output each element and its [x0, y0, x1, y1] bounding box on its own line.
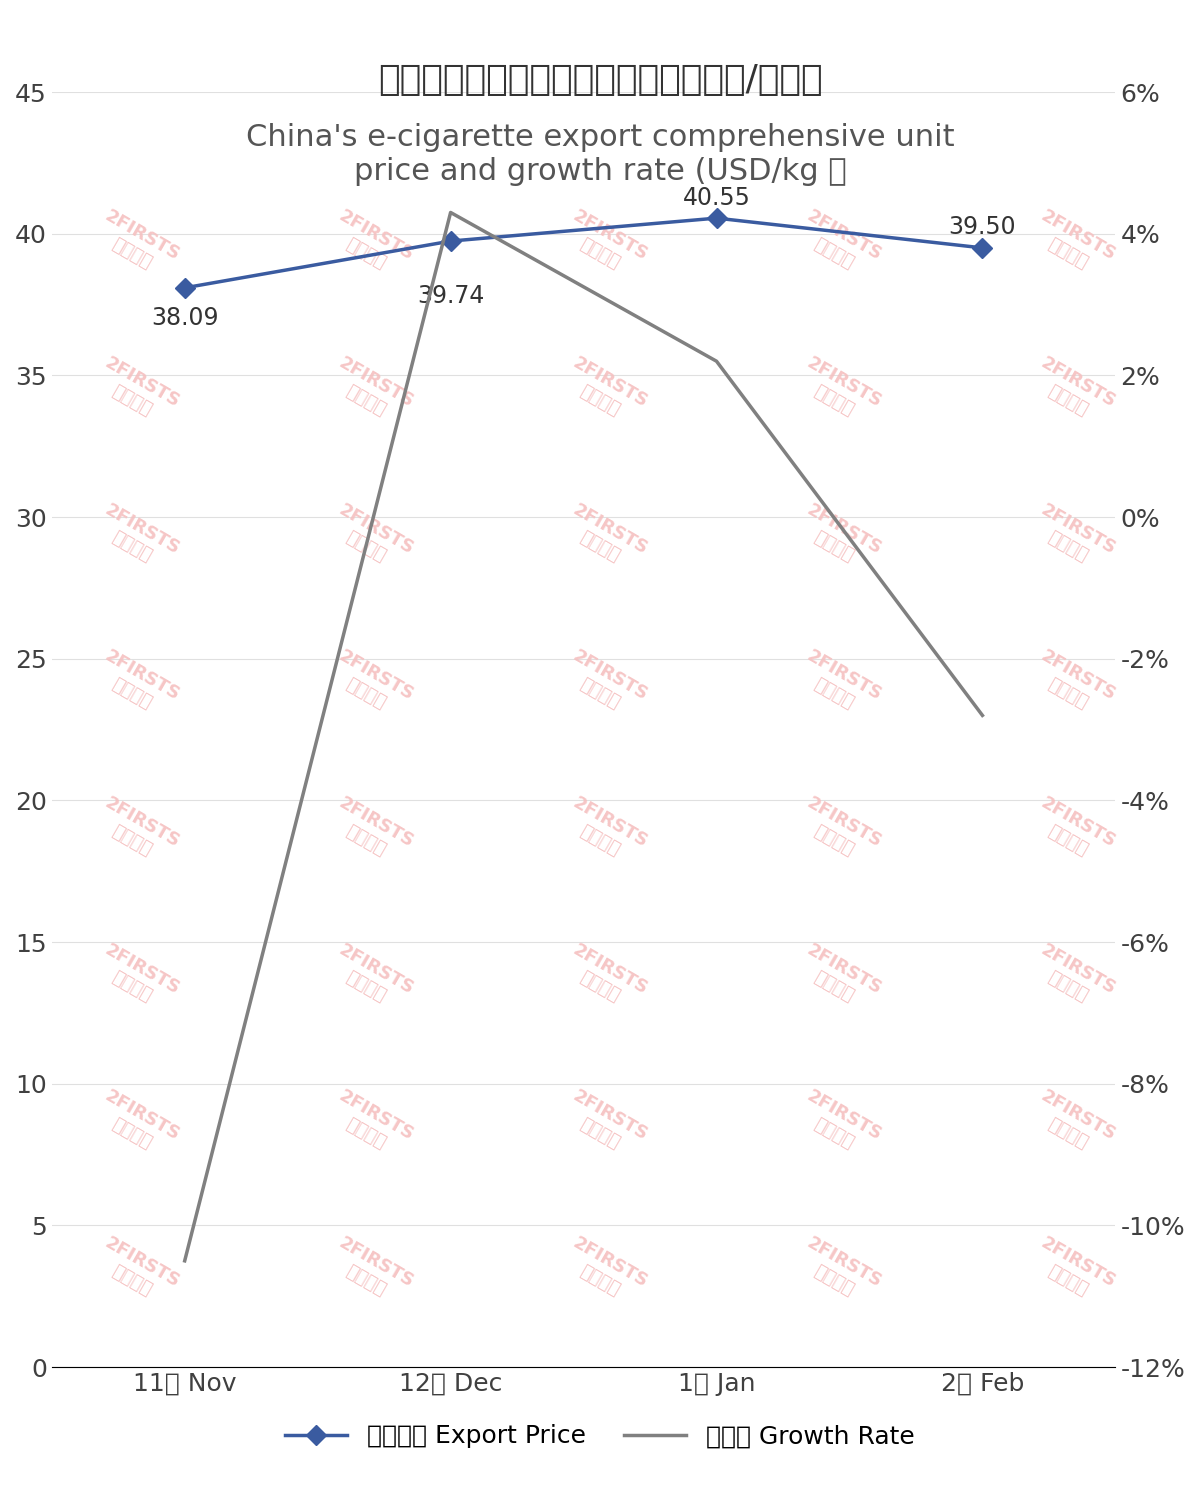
Text: 2FIRSTS
商个至上: 2FIRSTS 商个至上 [91, 1087, 182, 1162]
Text: 2FIRSTS
商个至上: 2FIRSTS 商个至上 [1027, 941, 1118, 1016]
Text: 2FIRSTS
商个至上: 2FIRSTS 商个至上 [325, 647, 416, 722]
Text: 2FIRSTS
商个至上: 2FIRSTS 商个至上 [793, 794, 884, 869]
Text: 2FIRSTS
商个至上: 2FIRSTS 商个至上 [1027, 794, 1118, 869]
Text: 2FIRSTS
商个至上: 2FIRSTS 商个至上 [325, 941, 416, 1016]
Text: 2FIRSTS
商个至上: 2FIRSTS 商个至上 [793, 1087, 884, 1162]
Text: 2FIRSTS
商个至上: 2FIRSTS 商个至上 [91, 1234, 182, 1309]
Text: 2FIRSTS
商个至上: 2FIRSTS 商个至上 [91, 207, 182, 282]
Text: 2FIRSTS
商个至上: 2FIRSTS 商个至上 [91, 941, 182, 1016]
Text: China's e-cigarette export comprehensive unit
price and growth rate (USD/kg ）: China's e-cigarette export comprehensive… [246, 123, 954, 186]
Text: 2FIRSTS
商个至上: 2FIRSTS 商个至上 [559, 941, 650, 1016]
Text: 2FIRSTS
商个至上: 2FIRSTS 商个至上 [325, 354, 416, 429]
Text: 40.55: 40.55 [683, 186, 750, 210]
Text: 2FIRSTS
商个至上: 2FIRSTS 商个至上 [559, 1087, 650, 1162]
Text: 2FIRSTS
商个至上: 2FIRSTS 商个至上 [325, 794, 416, 869]
Text: 2FIRSTS
商个至上: 2FIRSTS 商个至上 [1027, 1234, 1118, 1309]
Text: 2FIRSTS
商个至上: 2FIRSTS 商个至上 [91, 501, 182, 576]
Text: 39.50: 39.50 [949, 215, 1016, 239]
Text: 2FIRSTS
商个至上: 2FIRSTS 商个至上 [793, 207, 884, 282]
Text: 2FIRSTS
商个至上: 2FIRSTS 商个至上 [325, 207, 416, 282]
Text: 2FIRSTS
商个至上: 2FIRSTS 商个至上 [1027, 354, 1118, 429]
Text: 中国电子烟出口综合单价及增速（美元/千克）: 中国电子烟出口综合单价及增速（美元/千克） [378, 63, 822, 98]
Text: 2FIRSTS
商个至上: 2FIRSTS 商个至上 [325, 501, 416, 576]
Text: 2FIRSTS
商个至上: 2FIRSTS 商个至上 [559, 794, 650, 869]
Text: 38.09: 38.09 [151, 306, 218, 330]
Text: 2FIRSTS
商个至上: 2FIRSTS 商个至上 [559, 501, 650, 576]
Text: 2FIRSTS
商个至上: 2FIRSTS 商个至上 [1027, 1087, 1118, 1162]
Text: 2FIRSTS
商个至上: 2FIRSTS 商个至上 [793, 501, 884, 576]
Text: 2FIRSTS
商个至上: 2FIRSTS 商个至上 [1027, 647, 1118, 722]
Text: 2FIRSTS
商个至上: 2FIRSTS 商个至上 [91, 794, 182, 869]
Text: 2FIRSTS
商个至上: 2FIRSTS 商个至上 [793, 354, 884, 429]
Text: 39.74: 39.74 [416, 284, 485, 308]
Text: 2FIRSTS
商个至上: 2FIRSTS 商个至上 [793, 1234, 884, 1309]
Text: 2FIRSTS
商个至上: 2FIRSTS 商个至上 [325, 1234, 416, 1309]
Text: 2FIRSTS
商个至上: 2FIRSTS 商个至上 [559, 647, 650, 722]
Legend: 出口单价 Export Price, 增长率 Growth Rate: 出口单价 Export Price, 增长率 Growth Rate [275, 1414, 925, 1459]
Text: 2FIRSTS
商个至上: 2FIRSTS 商个至上 [793, 647, 884, 722]
Text: 2FIRSTS
商个至上: 2FIRSTS 商个至上 [559, 207, 650, 282]
Text: 2FIRSTS
商个至上: 2FIRSTS 商个至上 [91, 647, 182, 722]
Text: 2FIRSTS
商个至上: 2FIRSTS 商个至上 [1027, 207, 1118, 282]
Text: 2FIRSTS
商个至上: 2FIRSTS 商个至上 [325, 1087, 416, 1162]
Text: 2FIRSTS
商个至上: 2FIRSTS 商个至上 [91, 354, 182, 429]
Text: 2FIRSTS
商个至上: 2FIRSTS 商个至上 [1027, 501, 1118, 576]
Text: 2FIRSTS
商个至上: 2FIRSTS 商个至上 [559, 354, 650, 429]
Text: 2FIRSTS
商个至上: 2FIRSTS 商个至上 [793, 941, 884, 1016]
Text: 2FIRSTS
商个至上: 2FIRSTS 商个至上 [559, 1234, 650, 1309]
